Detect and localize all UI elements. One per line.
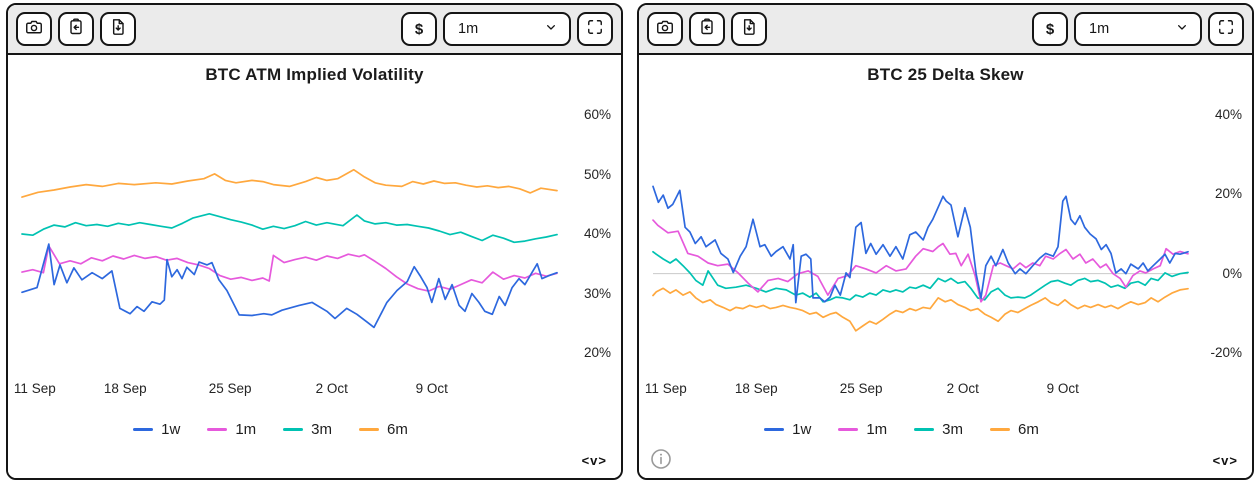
series-line-1w bbox=[21, 243, 558, 329]
dollar-icon: $ bbox=[414, 20, 424, 38]
x-axis-label: 11 Sep bbox=[13, 381, 56, 396]
chart-area: BTC 25 Delta Skew 1w 1m 3m 6m <v> 40% 20% 0% -… bbox=[639, 55, 1252, 478]
file-download-icon bbox=[108, 17, 128, 42]
plot bbox=[21, 168, 558, 329]
y-axis-label: 20% bbox=[583, 345, 611, 360]
period-dropdown[interactable]: 1m bbox=[1074, 12, 1202, 46]
info-button[interactable] bbox=[649, 447, 673, 471]
legend-item-1m[interactable]: 1m bbox=[207, 421, 256, 438]
clipboard-copy-icon bbox=[697, 17, 717, 42]
period-dropdown-value: 1m bbox=[458, 21, 479, 37]
y-axis-label: 60% bbox=[583, 107, 611, 122]
legend-swatch bbox=[133, 428, 154, 431]
x-axis-label: 9 Oct bbox=[1046, 381, 1079, 396]
download-button[interactable] bbox=[731, 12, 767, 46]
legend-item-1w[interactable]: 1w bbox=[133, 421, 180, 438]
chevron-down-icon bbox=[543, 19, 559, 40]
legend-label: 1w bbox=[161, 421, 181, 438]
expand-collapse-control[interactable]: <v> bbox=[1212, 453, 1238, 468]
legend-label: 1w bbox=[792, 421, 812, 438]
series-line-6m bbox=[21, 168, 558, 198]
x-axis-label: 18 Sep bbox=[734, 381, 778, 396]
y-axis-label: 50% bbox=[583, 166, 611, 182]
y-axis-label: 20% bbox=[1214, 186, 1242, 202]
plot bbox=[652, 185, 1189, 332]
chevron-down-icon bbox=[1174, 19, 1190, 40]
copy-to-clipboard-button[interactable] bbox=[689, 12, 725, 46]
legend-swatch bbox=[283, 428, 304, 431]
legend-swatch bbox=[764, 428, 785, 431]
series-line-6m bbox=[652, 287, 1189, 332]
y-axis-label: 0% bbox=[1222, 265, 1242, 281]
series-line-3m bbox=[21, 212, 558, 244]
legend: 1w 1m 3m 6m bbox=[639, 421, 1208, 438]
fullscreen-icon bbox=[585, 17, 605, 42]
screenshot-button[interactable] bbox=[16, 12, 52, 46]
legend: 1w 1m 3m 6m bbox=[8, 421, 577, 438]
legend-item-1w[interactable]: 1w bbox=[764, 421, 811, 438]
legend-item-6m[interactable]: 6m bbox=[990, 421, 1039, 438]
download-button[interactable] bbox=[100, 12, 136, 46]
clipboard-copy-icon bbox=[66, 17, 86, 42]
fullscreen-icon bbox=[1216, 17, 1236, 42]
chart-panel-implied-volatility: $ 1m BTC ATM Implied Volatility 1w 1m 3m 6m… bbox=[6, 3, 623, 480]
x-axis-label: 9 Oct bbox=[415, 381, 448, 396]
chart-area: BTC ATM Implied Volatility 1w 1m 3m 6m <v> … bbox=[8, 55, 621, 478]
y-axis-label: -20% bbox=[1210, 345, 1242, 360]
chart-panel-delta-skew: $ 1m BTC 25 Delta Skew 1w 1m 3m 6m <v> 40% 2… bbox=[637, 3, 1254, 480]
legend-label: 6m bbox=[1018, 421, 1039, 438]
legend-swatch bbox=[359, 428, 380, 431]
currency-toggle-button[interactable]: $ bbox=[1032, 12, 1068, 46]
legend-item-3m[interactable]: 3m bbox=[283, 421, 332, 438]
expand-collapse-control[interactable]: <v> bbox=[581, 453, 607, 468]
legend-swatch bbox=[838, 428, 859, 431]
period-dropdown-value: 1m bbox=[1089, 21, 1110, 37]
dollar-icon: $ bbox=[1045, 20, 1055, 38]
copy-to-clipboard-button[interactable] bbox=[58, 12, 94, 46]
legend-label: 1m bbox=[866, 421, 888, 438]
series-line-1m bbox=[652, 219, 1189, 303]
x-axis-label: 11 Sep bbox=[644, 381, 687, 396]
chart-title: BTC 25 Delta Skew bbox=[867, 65, 1024, 84]
chart-title: BTC ATM Implied Volatility bbox=[205, 65, 424, 84]
info-icon bbox=[649, 449, 673, 475]
fullscreen-button[interactable] bbox=[1208, 12, 1244, 46]
camera-icon bbox=[24, 17, 44, 42]
x-axis-label: 2 Oct bbox=[315, 381, 348, 396]
currency-toggle-button[interactable]: $ bbox=[401, 12, 437, 46]
x-axis-label: 2 Oct bbox=[946, 381, 979, 396]
x-axis-label: 25 Sep bbox=[208, 381, 252, 396]
file-download-icon bbox=[739, 17, 759, 42]
legend-swatch bbox=[990, 428, 1011, 431]
legend-item-6m[interactable]: 6m bbox=[359, 421, 408, 438]
toolbar: $ 1m bbox=[639, 5, 1252, 55]
legend-label: 6m bbox=[387, 421, 408, 438]
x-axis-label: 18 Sep bbox=[103, 381, 147, 396]
toolbar: $ 1m bbox=[8, 5, 621, 55]
y-axis-label: 40% bbox=[1214, 107, 1242, 122]
legend-item-1m[interactable]: 1m bbox=[838, 421, 887, 438]
legend-swatch bbox=[207, 428, 228, 431]
x-axis-label: 25 Sep bbox=[839, 381, 883, 396]
screenshot-button[interactable] bbox=[647, 12, 683, 46]
fullscreen-button[interactable] bbox=[577, 12, 613, 46]
y-axis-label: 40% bbox=[583, 226, 611, 241]
legend-label: 1m bbox=[235, 421, 257, 438]
series-line-1m bbox=[21, 245, 558, 292]
camera-icon bbox=[655, 17, 675, 42]
legend-label: 3m bbox=[942, 421, 964, 438]
series-line-3m bbox=[652, 250, 1189, 303]
legend-swatch bbox=[914, 428, 935, 431]
period-dropdown[interactable]: 1m bbox=[443, 12, 571, 46]
legend-label: 3m bbox=[311, 421, 333, 438]
series-line-1w bbox=[652, 185, 1189, 304]
y-axis-label: 30% bbox=[583, 285, 611, 301]
legend-item-3m[interactable]: 3m bbox=[914, 421, 963, 438]
